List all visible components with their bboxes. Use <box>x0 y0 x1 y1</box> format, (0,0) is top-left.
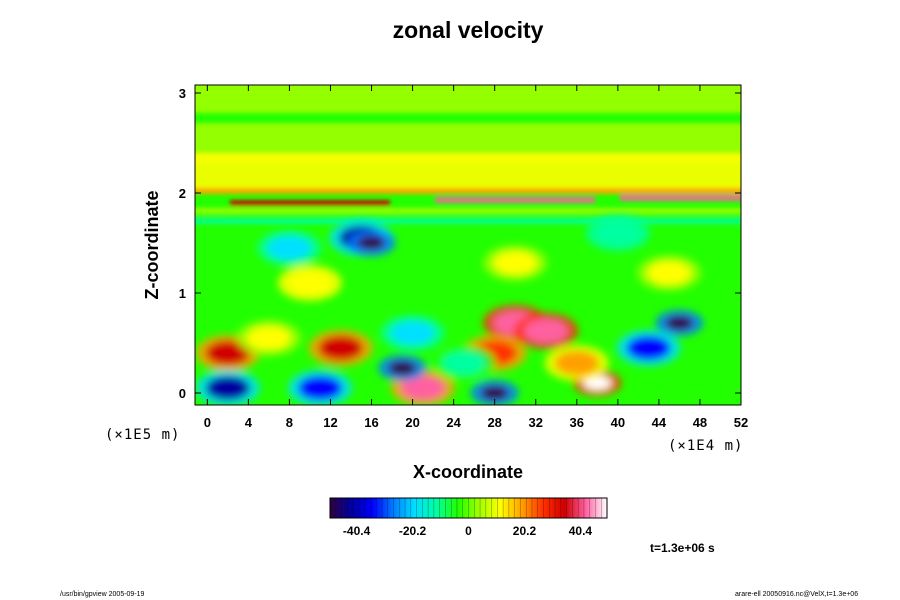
y-tick-label: 0 <box>179 386 186 401</box>
y-axis: 0 1 2 3 <box>179 86 741 401</box>
field-band <box>195 218 741 224</box>
field-blob <box>298 376 343 400</box>
field-blob <box>665 316 694 330</box>
y-tick-label: 3 <box>179 86 186 101</box>
field-band <box>195 153 741 193</box>
field-blob <box>267 236 312 260</box>
field-band <box>435 197 596 203</box>
footer-left: /usr/bin/gpview 2005-09-19 <box>60 591 145 598</box>
x-tick-label: 52 <box>734 415 748 430</box>
x-tick-label: 16 <box>364 415 378 430</box>
y-unit-label: (×1E5 m) <box>105 427 180 443</box>
x-tick-label: 48 <box>693 415 707 430</box>
field-blob <box>583 376 612 390</box>
x-tick-label: 40 <box>611 415 625 430</box>
field-band <box>619 195 741 201</box>
y-axis-label: Z-coordinate <box>142 190 162 299</box>
field-blob <box>595 221 640 245</box>
x-tick-label: 20 <box>405 415 419 430</box>
x-unit-label: (×1E4 m) <box>668 438 743 454</box>
field-blob <box>626 336 671 360</box>
x-tick-label: 12 <box>323 415 337 430</box>
plot-frame <box>194 84 742 406</box>
y-tick-label: 1 <box>179 286 186 301</box>
time-label: t=1.3e+06 s <box>650 541 715 555</box>
x-tick-label: 28 <box>487 415 501 430</box>
field-blob <box>205 376 250 400</box>
x-tick-label: 8 <box>286 415 293 430</box>
chart-title: zonal velocity <box>393 17 544 43</box>
field-blob <box>493 251 538 275</box>
field-blob <box>357 236 386 250</box>
field-blob <box>400 376 445 400</box>
x-tick-label: 24 <box>446 415 461 430</box>
field-blob <box>480 386 509 400</box>
field-blob <box>205 341 250 365</box>
field-blob <box>246 326 291 350</box>
field-blob <box>390 321 435 345</box>
x-axis: 0 4 8 12 16 20 24 28 32 36 40 44 48 52 <box>204 85 748 430</box>
colorbar: -40.4 -20.2 0 20.2 40.4 <box>329 497 608 538</box>
x-axis-label: X-coordinate <box>413 462 523 482</box>
x-tick-label: 0 <box>204 415 211 430</box>
x-tick-label: 32 <box>529 415 543 430</box>
field-band <box>229 200 390 206</box>
field-blob <box>554 351 599 375</box>
field-bands <box>195 85 741 224</box>
colorbar-tick-label: -20.2 <box>399 524 427 538</box>
x-tick-label: 44 <box>652 415 667 430</box>
field-blob <box>647 261 692 285</box>
colorbar-tick-label: 40.4 <box>569 524 593 538</box>
field-blobs <box>195 215 704 405</box>
footer-right: arare-ell 20050916.nc@VelX,t=1.3e+06 <box>735 591 858 598</box>
field-band <box>195 208 741 214</box>
field-blob <box>441 351 486 375</box>
y-tick-label: 2 <box>179 186 186 201</box>
plot-area <box>195 85 741 405</box>
field-blob <box>524 319 568 343</box>
colorbar-ticks: -40.4 -20.2 0 20.2 40.4 <box>343 524 592 538</box>
colorbar-tick-label: -40.4 <box>343 524 371 538</box>
field-blob <box>287 271 332 295</box>
field-band <box>195 188 741 194</box>
field-blob <box>388 361 417 375</box>
colorbar-tick-label: 0 <box>465 524 472 538</box>
colorbar-stripes <box>335 498 602 518</box>
x-tick-label: 4 <box>245 415 253 430</box>
colorbar-tick-label: 20.2 <box>513 524 537 538</box>
field-band <box>195 85 741 113</box>
field-blob <box>318 336 363 360</box>
x-tick-label: 36 <box>570 415 584 430</box>
